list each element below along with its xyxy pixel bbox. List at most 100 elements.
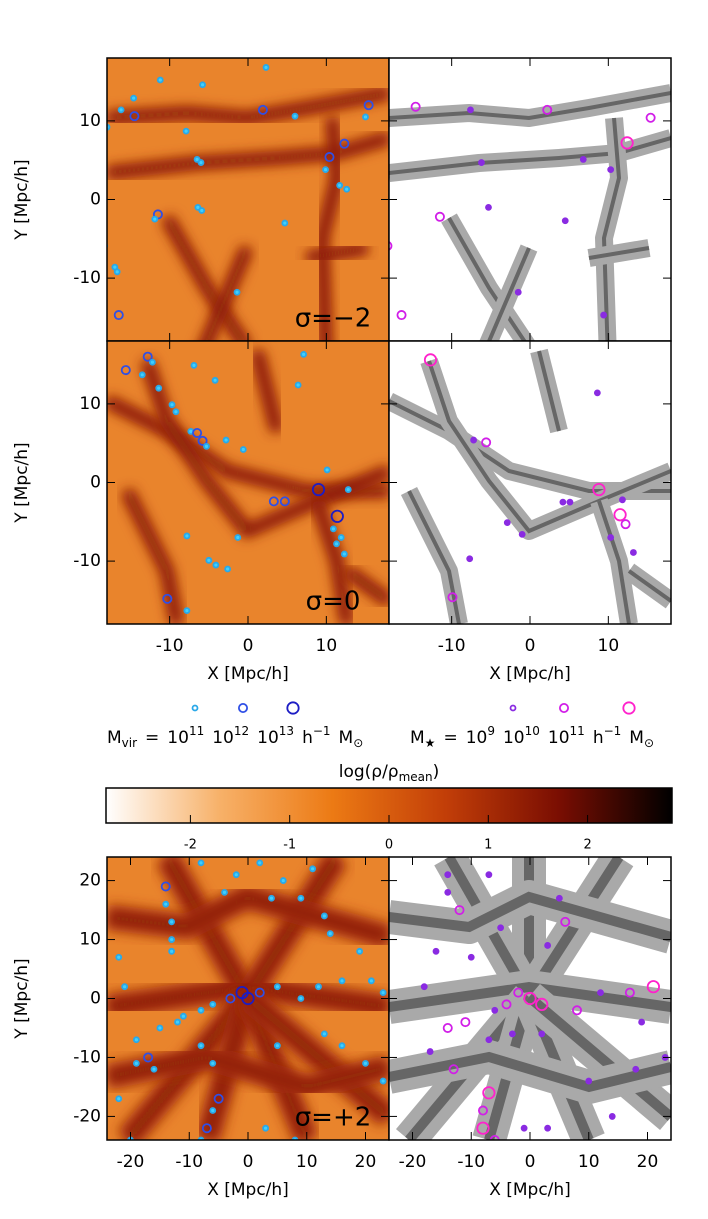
x-tick-label: 0 (525, 636, 536, 656)
galaxy (448, 1064, 459, 1075)
density-filament (255, 350, 279, 432)
halo (363, 100, 374, 111)
galaxy (523, 991, 537, 1006)
halo (338, 977, 346, 985)
panel (389, 341, 671, 624)
density-filament (306, 246, 368, 260)
galaxy (561, 217, 569, 225)
halo (130, 94, 138, 102)
galaxy (597, 989, 604, 997)
galaxy (491, 1006, 499, 1014)
halo (209, 1000, 217, 1008)
halo (149, 358, 156, 366)
galaxy (454, 905, 465, 916)
legend-text: M★ = 109 1010 1011 h−1 M⊙ (410, 724, 654, 750)
galaxy (444, 888, 452, 896)
density-contour (597, 500, 631, 624)
galaxy (555, 894, 563, 902)
halo (203, 442, 210, 450)
halo (254, 987, 265, 998)
halo (279, 496, 290, 507)
y-axis-label: Y [Mpc/h] (12, 159, 32, 240)
galaxy (600, 311, 608, 319)
galaxy (620, 519, 631, 530)
text-part: 13 (279, 724, 294, 738)
halo (138, 371, 146, 379)
density-contour (427, 360, 671, 534)
panel (107, 857, 389, 1140)
colorbar-tick-label: 0 (385, 838, 393, 853)
halo (205, 556, 213, 564)
galaxy (467, 106, 474, 114)
halo (174, 1018, 181, 1026)
halo (117, 106, 125, 114)
halo (212, 561, 220, 569)
text-part: −1 (313, 724, 331, 738)
halo (300, 350, 308, 358)
panel (107, 58, 389, 341)
panel-label: σ=0 (306, 587, 361, 617)
galaxy (485, 871, 493, 879)
halo (168, 947, 176, 955)
text-part: h (593, 728, 604, 748)
x-axis-label: X [Mpc/h] (489, 1180, 571, 1200)
density-contour (389, 1051, 671, 1093)
filaments (389, 348, 671, 624)
halo (120, 365, 131, 376)
x-tick-label: 10 (598, 636, 620, 656)
text-part: ★ (425, 736, 436, 750)
density-filament (165, 217, 245, 341)
x-tick-label: 0 (243, 1152, 254, 1172)
halo (379, 1077, 387, 1085)
halo (113, 268, 121, 276)
halo (172, 408, 180, 416)
halo (340, 550, 348, 558)
galaxy (426, 1048, 434, 1055)
filaments (107, 86, 389, 341)
text-part: = (145, 728, 159, 748)
density-filament (245, 857, 339, 999)
x-axis-label: X [Mpc/h] (207, 1180, 289, 1200)
halo (201, 1123, 212, 1134)
halo (192, 427, 203, 438)
legend-marker (622, 701, 636, 715)
galaxy (632, 1065, 640, 1073)
galaxy (520, 1124, 528, 1132)
halo (221, 888, 228, 896)
halo (198, 207, 206, 214)
halo (273, 983, 281, 991)
halo (232, 871, 240, 879)
density-filament (107, 894, 389, 939)
galaxy (544, 942, 552, 949)
halo (233, 288, 241, 296)
density-filament (107, 91, 389, 121)
x-tick-label: 10 (578, 1152, 600, 1172)
galaxy (585, 1077, 593, 1085)
x-tick-label: 10 (296, 1152, 318, 1172)
galaxy (544, 1124, 552, 1132)
text-part: 10 (167, 728, 189, 748)
density-filament (107, 136, 389, 175)
y-tick-label: 10 (79, 394, 101, 414)
density-filament (107, 1054, 389, 1090)
halo (315, 983, 322, 991)
halo (279, 877, 287, 884)
galaxy (513, 987, 524, 998)
halo (156, 1024, 164, 1032)
text-part: 11 (570, 724, 585, 738)
density-filament (345, 569, 389, 603)
galaxy (481, 437, 492, 448)
halo (142, 351, 153, 362)
x-tick-label: -10 (457, 1152, 485, 1172)
galaxy (432, 947, 440, 955)
halo (115, 1095, 123, 1103)
density-contour (601, 117, 622, 341)
galaxy (593, 389, 601, 397)
text-part: 12 (234, 724, 249, 738)
text-part: 10 (525, 724, 540, 738)
galaxy (444, 871, 452, 879)
galaxy (497, 924, 505, 932)
galaxy (489, 1135, 500, 1140)
halo (356, 947, 364, 955)
